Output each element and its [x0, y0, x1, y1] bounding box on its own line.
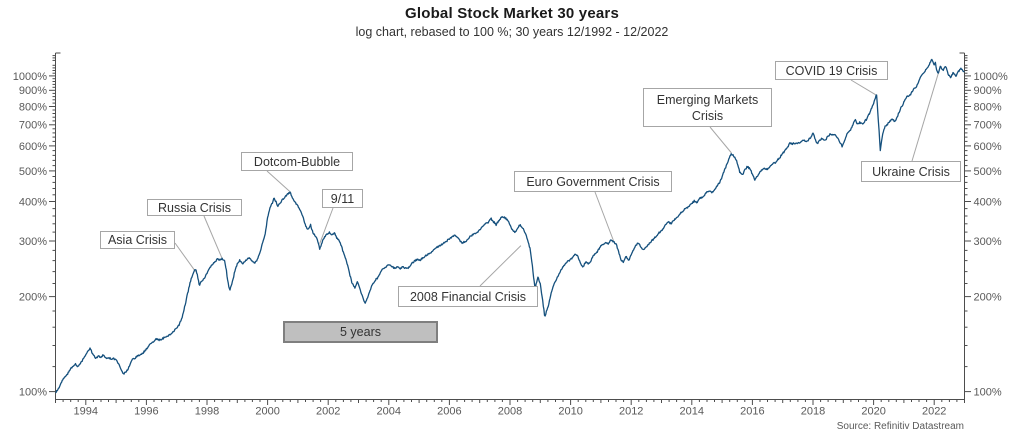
- svg-text:1996: 1996: [134, 406, 158, 418]
- annotation-label: Emerging Markets: [656, 92, 759, 107]
- svg-text:2004: 2004: [377, 406, 401, 418]
- annotation-label: 9/11: [330, 191, 355, 206]
- annotation-euro-government-crisis: Euro Government Crisis: [514, 171, 672, 192]
- svg-text:2022: 2022: [922, 406, 946, 418]
- svg-text:400%: 400%: [19, 196, 47, 208]
- svg-text:2020: 2020: [861, 406, 885, 418]
- annotation-label: Ukraine Crisis: [872, 164, 950, 179]
- svg-text:200%: 200%: [19, 291, 47, 303]
- svg-text:2014: 2014: [680, 406, 704, 418]
- annotation-dotcom-bubble: Dotcom-Bubble: [241, 152, 353, 171]
- annotation-label: Asia Crisis: [107, 233, 168, 247]
- price-line: [55, 58, 965, 394]
- svg-text:900%: 900%: [19, 85, 47, 97]
- svg-text:500%: 500%: [974, 166, 1002, 178]
- annotation-label: COVID 19 Crisis: [785, 63, 878, 78]
- annotation-label: Crisis: [691, 108, 724, 123]
- annotation-covid-19-crisis: COVID 19 Crisis: [775, 61, 888, 80]
- svg-text:2000: 2000: [255, 406, 279, 418]
- x-axis-labels: 1994 1996 1998 2000 2002 2004 2006 2008 2010 2012…: [74, 406, 947, 418]
- svg-text:2018: 2018: [801, 406, 825, 418]
- svg-text:1000%: 1000%: [13, 71, 47, 83]
- y-axis-right-labels: 100% 200% 300% 400% 500% 600% 700% 800% 900% 1000…: [974, 71, 1008, 399]
- x-axis-ticks: [55, 399, 965, 405]
- annotation-financial-crisis-2008: 2008 Financial Crisis: [398, 286, 538, 307]
- annotation-label: Euro Government Crisis: [526, 174, 660, 189]
- svg-text:600%: 600%: [974, 141, 1002, 153]
- svg-text:2002: 2002: [316, 406, 340, 418]
- svg-text:1994: 1994: [74, 406, 98, 418]
- annotation-russia-crisis: Russia Crisis: [147, 199, 242, 216]
- annotation-callout-lines: [174, 67, 941, 287]
- annotation-ukraine-crisis: Ukraine Crisis: [861, 161, 961, 182]
- annotation-asia-crisis: Asia Crisis: [100, 231, 175, 249]
- svg-text:2016: 2016: [740, 406, 764, 418]
- svg-text:1000%: 1000%: [974, 71, 1008, 83]
- source-note: Source: Refinitiv Datastream: [836, 421, 964, 432]
- annotation-nine-eleven: 9/11: [322, 189, 363, 208]
- svg-text:700%: 700%: [974, 120, 1002, 132]
- chart-title: Global Stock Market 30 years: [404, 5, 620, 22]
- svg-text:2010: 2010: [558, 406, 582, 418]
- annotation-label: Dotcom-Bubble: [253, 154, 341, 169]
- svg-text:2012: 2012: [619, 406, 643, 418]
- svg-text:700%: 700%: [19, 120, 47, 132]
- svg-text:600%: 600%: [19, 141, 47, 153]
- y-axis-left-labels: 100% 200% 300% 400% 500% 600% 700% 800% 900% 1000…: [13, 71, 47, 399]
- y-axis-left-ticks: [49, 55, 56, 393]
- svg-text:200%: 200%: [974, 291, 1002, 303]
- five-year-span-box: 5 years: [283, 321, 438, 343]
- svg-text:300%: 300%: [19, 236, 47, 248]
- y-axis-right-ticks: [964, 55, 971, 393]
- svg-text:1998: 1998: [195, 406, 219, 418]
- svg-text:800%: 800%: [974, 101, 1002, 113]
- svg-text:400%: 400%: [974, 196, 1002, 208]
- svg-text:800%: 800%: [19, 101, 47, 113]
- annotation-label: Russia Crisis: [158, 200, 231, 215]
- svg-text:500%: 500%: [19, 166, 47, 178]
- annotation-emerging-markets-crisis: Emerging Markets Crisis: [643, 88, 772, 127]
- svg-text:900%: 900%: [974, 85, 1002, 97]
- svg-text:2006: 2006: [437, 406, 461, 418]
- svg-text:100%: 100%: [974, 386, 1002, 398]
- svg-text:100%: 100%: [19, 386, 47, 398]
- svg-text:2008: 2008: [498, 406, 522, 418]
- chart-subtitle: log chart, rebased to 100 %; 30 years 12…: [355, 25, 669, 39]
- annotation-label: 2008 Financial Crisis: [409, 289, 527, 304]
- svg-text:300%: 300%: [974, 236, 1002, 248]
